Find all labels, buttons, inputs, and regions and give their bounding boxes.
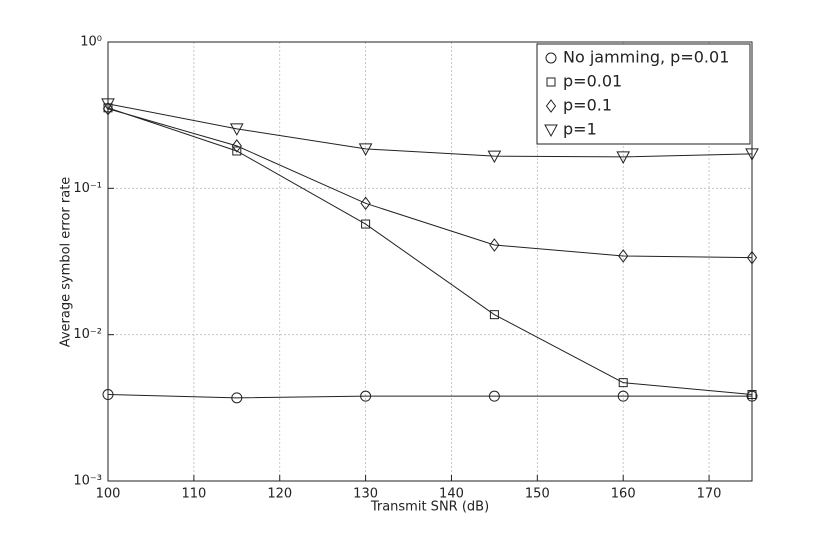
marker (746, 390, 758, 402)
series-line (107, 108, 753, 259)
marker (231, 139, 242, 153)
marker (360, 196, 371, 211)
marker (102, 389, 114, 401)
legend-label: No jamming, p=0.01 (563, 48, 729, 67)
marker (360, 390, 372, 402)
x-tick-label: 160 (611, 487, 636, 502)
marker (358, 143, 373, 156)
y-tick-label: 10⁻² (73, 327, 102, 342)
legend: No jamming, p=0.01 p=0.01 p=0.1 p=1 (536, 43, 751, 145)
marker (617, 390, 629, 402)
marker (745, 148, 759, 161)
marker (488, 390, 500, 402)
plot-frame (107, 41, 753, 482)
marker (544, 124, 558, 138)
marker (746, 250, 758, 265)
x-axis-label: Transmit SNR (dB) (370, 500, 489, 515)
x-tick-label: 100 (96, 487, 121, 502)
x-tick-label: 120 (267, 487, 292, 502)
x-tick-label: 110 (181, 487, 206, 502)
marker (545, 52, 557, 64)
marker (618, 378, 628, 388)
y-tick-label: 10⁻³ (73, 474, 102, 489)
marker (546, 77, 556, 87)
marker (618, 249, 629, 263)
series-line (107, 394, 752, 399)
marker (229, 123, 244, 136)
y-tick-label: 10⁻¹ (73, 181, 102, 196)
x-tick-label: 140 (439, 487, 464, 502)
legend-label: p=0.01 (563, 72, 622, 91)
legend-box (536, 43, 751, 145)
marker (231, 392, 243, 404)
legend-label: p=0.1 (563, 96, 612, 115)
marker (616, 151, 631, 164)
series-line (107, 107, 753, 396)
marker (489, 238, 500, 252)
marker (101, 98, 115, 111)
legend-label: p=1 (563, 120, 597, 139)
marker (232, 146, 242, 156)
series-line (107, 103, 753, 158)
x-tick-label: 150 (525, 487, 550, 502)
y-axis-label: Average symbol error rate (59, 177, 74, 348)
marker (545, 99, 557, 113)
marker (747, 390, 757, 400)
marker (487, 150, 502, 164)
marker (489, 310, 499, 320)
x-tick-label: 130 (353, 487, 378, 502)
marker (102, 101, 114, 116)
x-tick-label: 170 (697, 487, 722, 502)
marker (361, 219, 371, 229)
y-tick-label: 10⁰ (80, 35, 102, 50)
